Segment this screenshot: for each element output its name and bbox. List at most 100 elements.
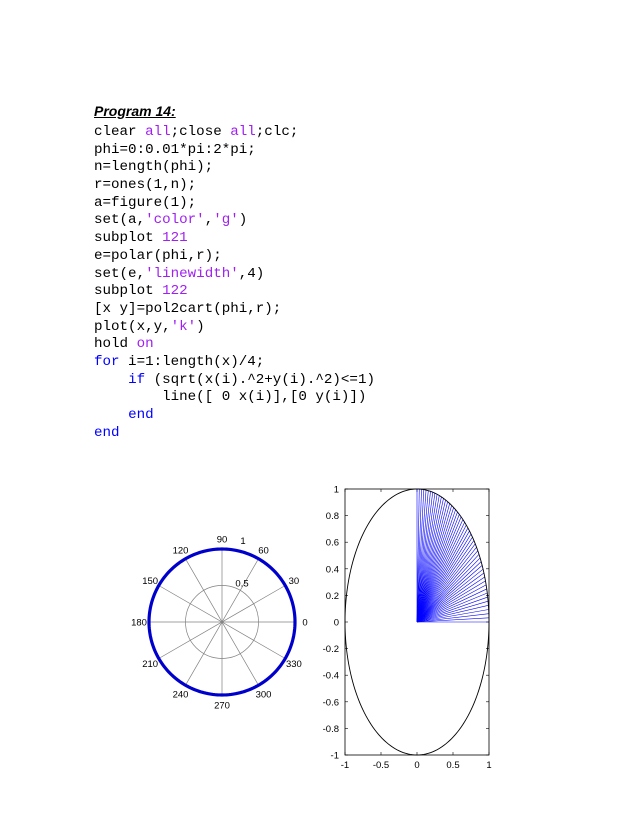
- ray-line: [416, 490, 427, 623]
- polar-angle-label: 60: [258, 546, 269, 557]
- y-tick-label: 1: [334, 485, 339, 496]
- ray-line: [416, 565, 483, 623]
- code-token: on: [136, 336, 154, 353]
- code-line: line([ 0 x(i)],[0 y(i)]): [94, 389, 375, 407]
- ray-line: [416, 493, 436, 623]
- ray-line: [416, 596, 488, 623]
- code-token: [x y]=pol2cart(phi,r);: [94, 300, 282, 317]
- code-token: clear: [94, 124, 146, 140]
- ray-line: [416, 522, 465, 623]
- code-token: phi=0:0.01*pi:2*pi;: [94, 141, 256, 158]
- ray-line: [416, 561, 482, 623]
- polar-angle-label: 180: [131, 618, 147, 629]
- code-token: plot(x,y,: [94, 318, 171, 335]
- y-tick-label: -0.4: [323, 671, 339, 682]
- ray-line: [416, 527, 469, 623]
- code-token: e=polar(phi,r);: [94, 247, 222, 264]
- circle-curve: [344, 488, 490, 756]
- code-token: all: [230, 124, 256, 140]
- y-tick-label: 0.4: [326, 564, 339, 575]
- ray-line: [416, 547, 477, 623]
- code-line: n=length(phi);: [94, 159, 375, 177]
- code-token: 'k': [170, 318, 197, 335]
- y-tick-label: -1: [331, 751, 339, 762]
- y-tick-label: 0.8: [326, 511, 339, 522]
- cartesian-plot: -1 -0.5 0 0.5 1 -1 -0.8 -0.6 -0.4 -0.2 0 0.2 0.4 0.6 0…: [323, 485, 492, 772]
- ray-line: [416, 537, 473, 623]
- y-tick-label: -0.8: [323, 724, 339, 735]
- code-token: 'g': [213, 212, 239, 229]
- y-tick-label: 0: [334, 618, 339, 629]
- ray-line: [416, 489, 425, 623]
- y-tick-label: 0.6: [326, 538, 339, 549]
- polar-data-line: [147, 547, 297, 697]
- code-token: end: [128, 407, 154, 423]
- code-line: plot(x,y,'k'): [94, 319, 375, 337]
- ray-line: [416, 613, 489, 623]
- polar-angle-label: 330: [286, 659, 302, 670]
- y-tick-label: -0.2: [323, 644, 339, 655]
- ray-line: [416, 550, 479, 623]
- ray-line: [416, 576, 485, 623]
- x-tick-label: -0.5: [373, 760, 389, 771]
- code-line: phi=0:0.01*pi:2*pi;: [94, 142, 375, 160]
- code-line: set(e,'linewidth',4): [94, 266, 375, 284]
- ray-line: [416, 530, 470, 623]
- code-token: all: [145, 124, 171, 140]
- polar-angle-label: 300: [256, 689, 272, 700]
- ray-line: [416, 516, 462, 623]
- code-line: r=ones(1,n);: [94, 177, 375, 195]
- code-line: e=polar(phi,r);: [94, 248, 375, 266]
- code-token: for: [94, 353, 120, 370]
- code-token: 'color': [145, 212, 205, 229]
- code-token: ;clc;: [255, 124, 299, 140]
- code-token: ): [238, 212, 248, 229]
- polar-angle-label: 210: [142, 659, 158, 670]
- program-heading: Program 14:: [94, 103, 176, 119]
- code-token: i=1:length(x)/4;: [119, 353, 265, 370]
- code-line: set(a,'color','g'): [94, 212, 375, 230]
- code-token: ,: [204, 212, 214, 229]
- code-line: for i=1:length(x)/4;: [94, 354, 375, 372]
- ray-line: [416, 501, 448, 623]
- polar-radius-label: 0.5: [235, 579, 248, 590]
- code-token: end: [94, 424, 120, 441]
- polar-angle-label: 30: [289, 576, 300, 587]
- code-token: a=figure(1);: [94, 194, 197, 211]
- polar-radius-label: 1: [240, 536, 245, 547]
- code-token: ;close: [170, 124, 231, 140]
- y-tick-label: -0.6: [323, 697, 339, 708]
- ray-line: [416, 503, 450, 623]
- ray-line: [416, 490, 429, 623]
- code-line: if (sqrt(x(i).^2+y(i).^2)<=1): [94, 372, 375, 390]
- polar-angle-label: 90: [217, 535, 228, 546]
- code-line: hold on: [94, 336, 375, 354]
- ray-line: [416, 489, 422, 623]
- ray-line: [416, 533, 472, 623]
- polar-angle-label: 240: [173, 689, 189, 700]
- code-line: subplot 122: [94, 283, 375, 301]
- code-token: line([ 0 x(i)],[0 y(i)]): [94, 389, 367, 406]
- code-token: 122: [162, 283, 188, 300]
- code-token: if: [128, 371, 146, 388]
- polar-angle-label: 270: [214, 701, 230, 712]
- code-token: ): [196, 318, 205, 335]
- ray-line: [416, 540, 475, 623]
- ray-line: [416, 554, 480, 623]
- y-tick-label: 0.2: [326, 591, 339, 602]
- x-tick-label: 0: [414, 760, 419, 771]
- ray-line: [416, 605, 489, 623]
- ray-line: [416, 519, 464, 623]
- ray-line: [416, 524, 467, 623]
- ray-line: [416, 507, 454, 623]
- ray-line: [416, 494, 438, 623]
- ray-line: [416, 588, 487, 623]
- x-tick-label: 0.5: [446, 760, 459, 771]
- code-token: subplot: [94, 230, 163, 247]
- x-tick-label: 1: [486, 760, 491, 771]
- x-tick-label: -1: [341, 760, 349, 771]
- ray-line: [416, 505, 452, 623]
- code-line: clear all;close all;clc;: [94, 124, 375, 142]
- ray-line: [416, 514, 460, 623]
